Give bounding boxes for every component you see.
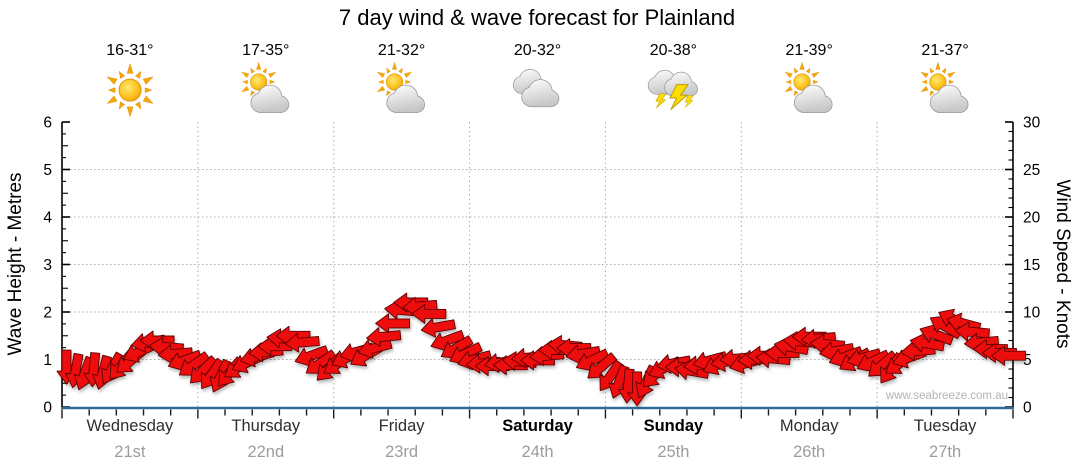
day-temp-range: 21-39° — [785, 42, 833, 59]
svg-text:30: 30 — [1023, 115, 1041, 132]
day-date-label: 24th — [521, 443, 554, 461]
thunderstorm-icon — [647, 69, 698, 110]
bottom-axis — [61, 406, 1014, 419]
day-name-label: Thursday — [231, 417, 301, 435]
day-temp-range: 21-37° — [921, 42, 969, 59]
day-date-label: 27th — [929, 443, 962, 461]
wind-arrow — [430, 330, 465, 352]
svg-text:6: 6 — [43, 115, 52, 132]
day-name-label: Sunday — [643, 417, 704, 435]
day-name-label: Friday — [378, 417, 425, 435]
partly-cloudy-icon — [784, 61, 833, 114]
svg-text:5: 5 — [1023, 352, 1032, 369]
svg-text:15: 15 — [1023, 257, 1040, 274]
day-temp-range: 20-32° — [513, 42, 562, 59]
wind-arrow — [157, 344, 193, 365]
partly-cloudy-icon — [241, 61, 290, 114]
day-temp-range: 20-38° — [649, 42, 698, 59]
svg-text:0: 0 — [1023, 400, 1032, 417]
partly-cloudy-icon — [920, 61, 969, 114]
chart-title: 7 day wind & wave forecast for Plainland — [338, 5, 736, 30]
svg-text:5: 5 — [43, 162, 52, 179]
wind-arrow — [375, 313, 411, 334]
day-date-label: 23rd — [385, 443, 419, 461]
day-temp-range: 21-32° — [377, 42, 426, 59]
wind-arrow — [420, 318, 456, 338]
wind-arrow — [991, 345, 1026, 366]
wind-arrow — [294, 345, 330, 367]
day-date-label: 22nd — [247, 443, 285, 461]
day-name-label: Tuesday — [913, 417, 977, 435]
sunny-icon — [106, 62, 154, 118]
day-name-label: Monday — [779, 417, 839, 435]
svg-text:0: 0 — [43, 400, 52, 417]
svg-text:4: 4 — [43, 210, 52, 227]
partly-cloudy-icon — [377, 61, 426, 114]
cloudy-icon — [512, 69, 560, 108]
svg-text:3: 3 — [43, 257, 52, 274]
wind-arrow — [587, 352, 618, 379]
wind-arrows — [56, 292, 1026, 407]
day-date-label: 26th — [793, 443, 826, 461]
day-date-label: 25th — [657, 443, 690, 461]
svg-text:20: 20 — [1023, 210, 1041, 227]
wind-arrow — [954, 321, 990, 342]
watermark-text: www.seabreeze.com.au — [885, 390, 1008, 402]
wind-arrow — [284, 332, 320, 353]
axis-tick-labels: 0 1 2 3 4 5 6 0 5 10 15 20 25 30 — [43, 115, 1040, 417]
svg-text:1: 1 — [43, 352, 52, 369]
wind-arrow — [411, 303, 447, 324]
svg-text:2: 2 — [43, 305, 52, 322]
wind-arrow — [599, 359, 624, 391]
svg-text:25: 25 — [1023, 162, 1040, 179]
day-date-label: 21st — [114, 443, 146, 461]
day-name-label: Wednesday — [86, 417, 174, 435]
day-temp-range: 16-31° — [106, 42, 154, 59]
day-name-label: Saturday — [502, 417, 573, 435]
weather-icons — [106, 61, 969, 118]
day-temp-range: 17-35° — [242, 42, 290, 59]
svg-text:10: 10 — [1023, 305, 1041, 322]
wind-arrow — [919, 324, 954, 346]
wind-arrow — [366, 327, 402, 347]
right-axis — [1005, 121, 1014, 408]
